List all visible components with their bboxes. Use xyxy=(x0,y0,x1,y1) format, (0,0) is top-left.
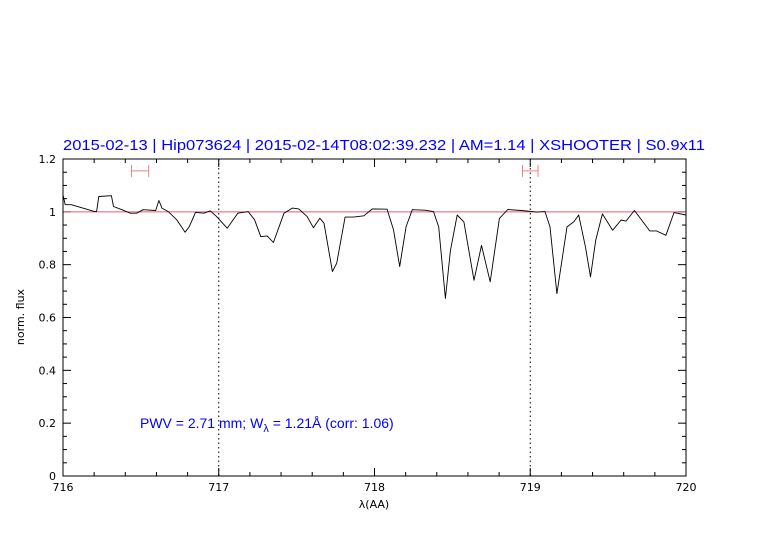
annotation-sub: λ xyxy=(263,423,269,435)
x-tick-label: 717 xyxy=(208,481,229,494)
y-tick-label: 1 xyxy=(49,206,56,219)
y-tick-label: 0.4 xyxy=(39,364,57,377)
annotation-suffix: = 1.21Å (corr: 1.06) xyxy=(269,415,394,431)
annotation-prefix: PWV = 2.71 mm; W xyxy=(140,415,264,431)
y-tick-label: 0 xyxy=(49,470,56,483)
spectrum-line xyxy=(62,194,687,299)
chart-title: 2015-02-13 | Hip073624 | 2015-02-14T08:0… xyxy=(63,138,705,154)
y-tick-label: 0.8 xyxy=(39,259,57,272)
x-tick-label: 719 xyxy=(520,481,541,494)
y-axis-label: norm. flux xyxy=(14,288,27,345)
pwv-annotation: PWV = 2.71 mm; Wλ = 1.21Å (corr: 1.06) xyxy=(140,415,394,435)
x-tick-label: 716 xyxy=(53,481,74,494)
axis-ticks: 716 717 718 719 720 0 0.2 0.4 0.6 0.8 1 1.2 xyxy=(39,153,697,494)
x-tick-label: 720 xyxy=(676,481,697,494)
x-axis-label: λ(AA) xyxy=(359,498,389,511)
plot-frame xyxy=(62,158,687,477)
y-tick-label: 0.2 xyxy=(39,417,57,430)
x-tick-label: 718 xyxy=(364,481,385,494)
chart-marks xyxy=(62,159,687,476)
y-tick-label: 0.6 xyxy=(39,312,57,325)
y-tick-label: 1.2 xyxy=(39,153,57,166)
